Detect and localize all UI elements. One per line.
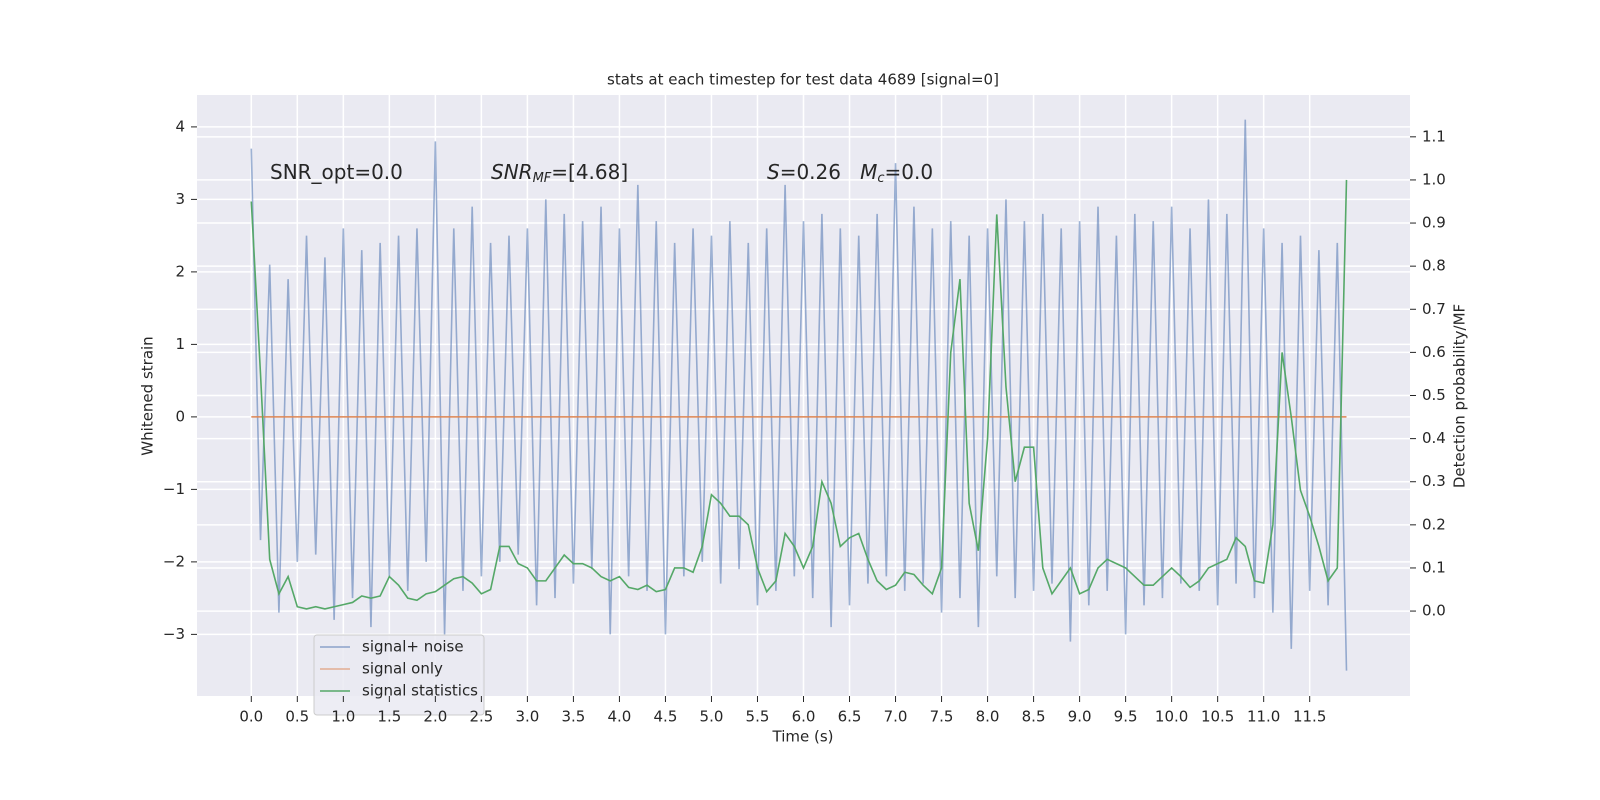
annotation: S=0.26 Mc=0.0 <box>767 160 933 186</box>
x-tick-label: 4.5 <box>654 708 678 726</box>
x-tick-label: 6.0 <box>792 708 816 726</box>
x-tick-label: 1.5 <box>377 708 401 726</box>
annotation-subscript: MF <box>533 171 552 186</box>
x-tick-label: 10.5 <box>1201 708 1234 726</box>
series-line <box>250 119 1348 671</box>
annotation: SNRMF=[4.68] <box>491 160 628 186</box>
y2-tick-label: 0.5 <box>1422 386 1446 404</box>
annotation-text: =0.0 <box>885 160 934 184</box>
annotation-text: SNR_opt=0.0 <box>270 160 403 184</box>
x-tick-label: 8.0 <box>976 708 1000 726</box>
y-tick-label: 2 <box>175 262 185 280</box>
y-tick-label: −1 <box>163 480 185 498</box>
x-tick-label: 8.5 <box>1022 708 1046 726</box>
x-tick-label: 7.0 <box>884 708 908 726</box>
legend-label: signal only <box>362 660 443 678</box>
x-tick-label: 0.5 <box>285 708 309 726</box>
y2-tick-label: 0.1 <box>1422 558 1446 576</box>
annotation-text: =[4.68] <box>551 160 628 184</box>
annotation-text: =0.26 <box>780 160 860 184</box>
legend-label: signal+ noise <box>362 638 464 656</box>
x-tick-label: 4.0 <box>608 708 632 726</box>
annotation-subscript: c <box>877 171 884 186</box>
y2-tick-label: 0.7 <box>1422 300 1446 318</box>
y-tick-label: 0 <box>175 407 185 425</box>
x-tick-label: 2.5 <box>469 708 493 726</box>
legend-label: signal statistics <box>362 682 478 700</box>
y2-axis-label: Detection probability/MF <box>1451 304 1469 488</box>
x-axis-label: Time (s) <box>772 728 834 746</box>
y2-tick-label: 0.6 <box>1422 343 1446 361</box>
y2-tick-label: 0.3 <box>1422 472 1446 490</box>
y-axis-label: Whitened strain <box>139 336 157 455</box>
chart-title: stats at each timestep for test data 468… <box>607 71 999 89</box>
x-tick-label: 5.5 <box>746 708 770 726</box>
x-tick-label: 2.0 <box>423 708 447 726</box>
y2-tick-label: 1.1 <box>1422 127 1446 145</box>
y-tick-label: 3 <box>175 190 185 208</box>
annotation-text: M <box>860 160 877 184</box>
y2-tick-label: 0.0 <box>1422 602 1446 620</box>
x-tick-label: 10.0 <box>1155 708 1188 726</box>
y-tick-label: 4 <box>175 117 185 135</box>
series-line <box>250 179 1348 610</box>
y2-tick-label: 0.8 <box>1422 257 1446 275</box>
y2-tick-label: 1.0 <box>1422 170 1446 188</box>
y2-tick-label: 0.9 <box>1422 214 1446 232</box>
x-tick-label: 6.5 <box>838 708 862 726</box>
x-tick-label: 0.0 <box>239 708 263 726</box>
y2-tick-label: 0.2 <box>1422 515 1446 533</box>
x-tick-label: 1.0 <box>331 708 355 726</box>
x-tick-label: 3.0 <box>515 708 539 726</box>
x-tick-label: 3.5 <box>561 708 585 726</box>
x-tick-label: 7.5 <box>930 708 954 726</box>
x-tick-label: 11.0 <box>1247 708 1280 726</box>
annotation-text: SNR <box>491 160 533 184</box>
annotation: SNR_opt=0.0 <box>270 160 403 184</box>
x-tick-label: 9.5 <box>1114 708 1138 726</box>
annotation-text: S <box>767 160 780 184</box>
y2-tick-label: 0.4 <box>1422 429 1446 447</box>
legend-box <box>313 634 485 716</box>
x-tick-label: 11.5 <box>1293 708 1326 726</box>
y-tick-label: −3 <box>163 625 185 643</box>
x-tick-label: 9.0 <box>1068 708 1092 726</box>
x-tick-label: 5.0 <box>700 708 724 726</box>
y-tick-label: 1 <box>175 335 185 353</box>
y-tick-label: −2 <box>163 552 185 570</box>
